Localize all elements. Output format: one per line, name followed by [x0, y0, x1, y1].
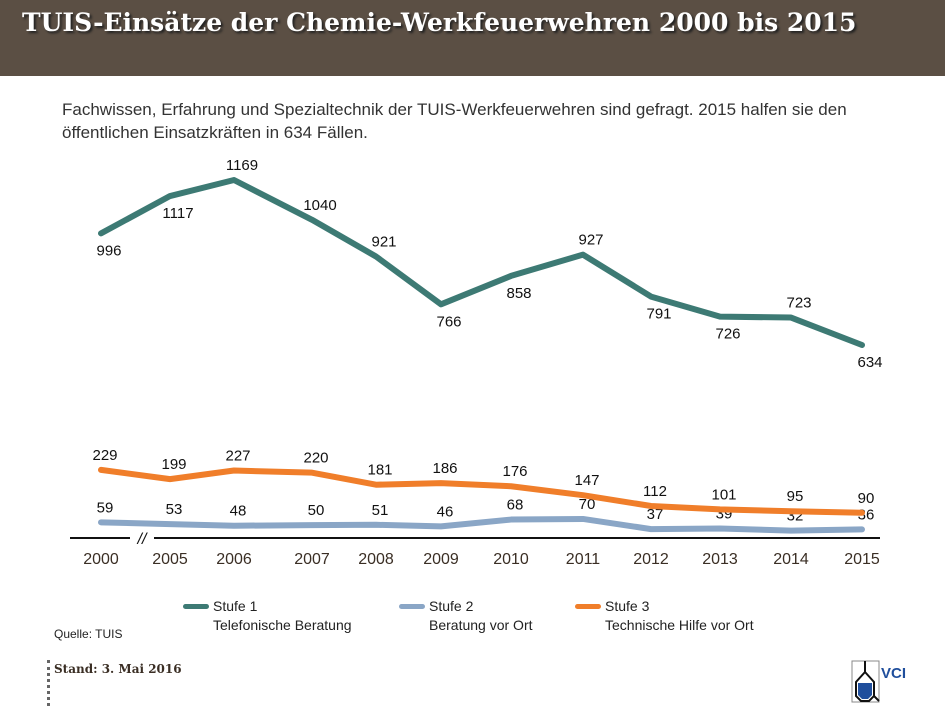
- subtitle: Fachwissen, Erfahrung und Spezialtechnik…: [62, 100, 847, 142]
- axis-break-mark: //: [137, 531, 148, 548]
- data-label: 634: [857, 354, 882, 371]
- header-bar: TUIS-Einsätze der Chemie-Werkfeuerwehren…: [0, 0, 945, 76]
- x-tick-label: 2015: [844, 551, 880, 568]
- x-tick-label: 2005: [152, 551, 188, 568]
- legend-swatch: [399, 604, 425, 609]
- legend-entry: Stufe 3 Technische Hilfe vor Ort: [605, 597, 754, 635]
- data-label: 921: [371, 233, 396, 250]
- legend-series-name: Stufe 3: [605, 598, 650, 614]
- data-label: 1169: [226, 157, 258, 174]
- data-label: 1117: [162, 205, 193, 222]
- x-tick-label: 2007: [294, 551, 330, 568]
- vci-logo-text: VCI: [881, 665, 906, 682]
- data-label: 996: [96, 242, 121, 259]
- x-tick-label: 2013: [702, 551, 738, 568]
- x-tick-label: 2012: [633, 551, 669, 568]
- data-label: 37: [647, 506, 664, 523]
- source-note: Quelle: TUIS: [54, 627, 123, 641]
- data-label: 51: [372, 502, 389, 519]
- x-tick-label: 2014: [773, 551, 809, 568]
- x-tick-label: 2010: [493, 551, 529, 568]
- legend-series-description: Beratung vor Ort: [429, 617, 533, 633]
- data-label: 1040: [303, 197, 336, 214]
- legend-entry: Stufe 1 Telefonische Beratung: [213, 597, 352, 635]
- x-tick-label: 2011: [566, 551, 601, 568]
- data-label: 68: [507, 497, 524, 514]
- series-line-3: [98, 466, 865, 516]
- legend-series-description: Technische Hilfe vor Ort: [605, 617, 754, 633]
- x-tick-label: 2006: [216, 551, 252, 568]
- legend-swatch: [183, 604, 209, 609]
- series-line-1: [98, 177, 865, 348]
- legend-swatch: [575, 604, 601, 609]
- page-title: TUIS-Einsätze der Chemie-Werkfeuerwehren…: [22, 8, 857, 37]
- data-label: 50: [308, 502, 325, 519]
- legend-series-name: Stufe 2: [429, 598, 474, 614]
- data-label: 186: [432, 460, 457, 477]
- data-label: 95: [787, 488, 804, 505]
- legend-series-description: Telefonische Beratung: [213, 617, 352, 633]
- data-label: 227: [225, 448, 250, 465]
- data-label: 176: [502, 463, 527, 480]
- footer-divider: [47, 660, 50, 706]
- data-label: 199: [161, 456, 186, 473]
- series-line-2: [98, 515, 865, 534]
- data-label: 90: [858, 490, 875, 507]
- stand-date: Stand: 3. Mai 2016: [54, 662, 182, 676]
- data-label: 46: [437, 503, 454, 520]
- data-label: 723: [786, 295, 811, 312]
- x-tick-label: 2000: [83, 551, 119, 568]
- data-label: 766: [436, 313, 461, 330]
- data-label: 229: [92, 447, 117, 464]
- data-label: 53: [166, 501, 183, 518]
- data-label: 70: [579, 496, 596, 513]
- data-label: 48: [230, 503, 247, 520]
- legend-entry: Stufe 2 Beratung vor Ort: [429, 597, 533, 635]
- legend-series-name: Stufe 1: [213, 598, 258, 614]
- data-label: 791: [646, 306, 671, 323]
- x-tick-label: 2009: [423, 551, 459, 568]
- data-label: 147: [574, 472, 599, 489]
- data-label: 59: [97, 499, 114, 516]
- data-label: 101: [711, 486, 736, 503]
- data-label: 181: [367, 462, 392, 479]
- data-label: 858: [506, 285, 531, 302]
- data-label: 220: [303, 450, 328, 467]
- vci-logo: VCI: [851, 660, 906, 703]
- data-label: 927: [578, 232, 603, 249]
- data-label: 112: [643, 483, 667, 500]
- x-tick-label: 2008: [358, 551, 394, 568]
- data-label: 726: [715, 326, 740, 343]
